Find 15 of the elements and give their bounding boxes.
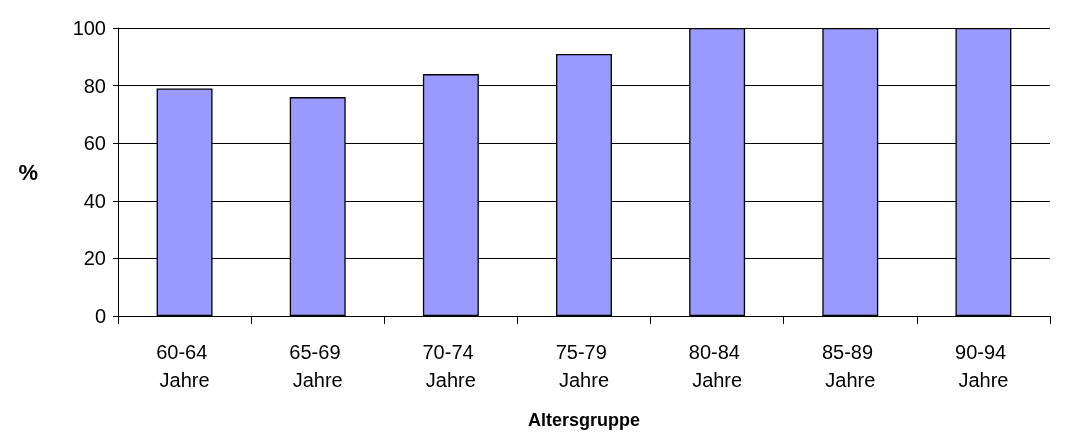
x-tick-label: 85-89 Jahre: [821, 341, 879, 391]
y-tick-label: 20: [83, 247, 106, 270]
x-tick-label: 75-79 Jahre: [555, 341, 613, 391]
y-tick-label: 80: [83, 74, 106, 97]
x-tick-label: 60-64 Jahre: [156, 341, 213, 391]
y-tick-label: 40: [83, 189, 106, 212]
x-tick-label: 65-69 Jahre: [289, 341, 347, 391]
y-axis-title: %: [18, 159, 38, 185]
x-tick-label: 90-94 Jahre: [955, 341, 1012, 391]
y-tick-label: 100: [72, 17, 106, 39]
x-axis-title: Altersgruppe: [527, 410, 641, 430]
x-tick-label: 70-74 Jahre: [422, 341, 480, 391]
y-tick-label: 60: [83, 132, 106, 155]
y-tick-label: 0: [94, 305, 106, 327]
x-tick-label: 80-84 Jahre: [688, 341, 746, 391]
